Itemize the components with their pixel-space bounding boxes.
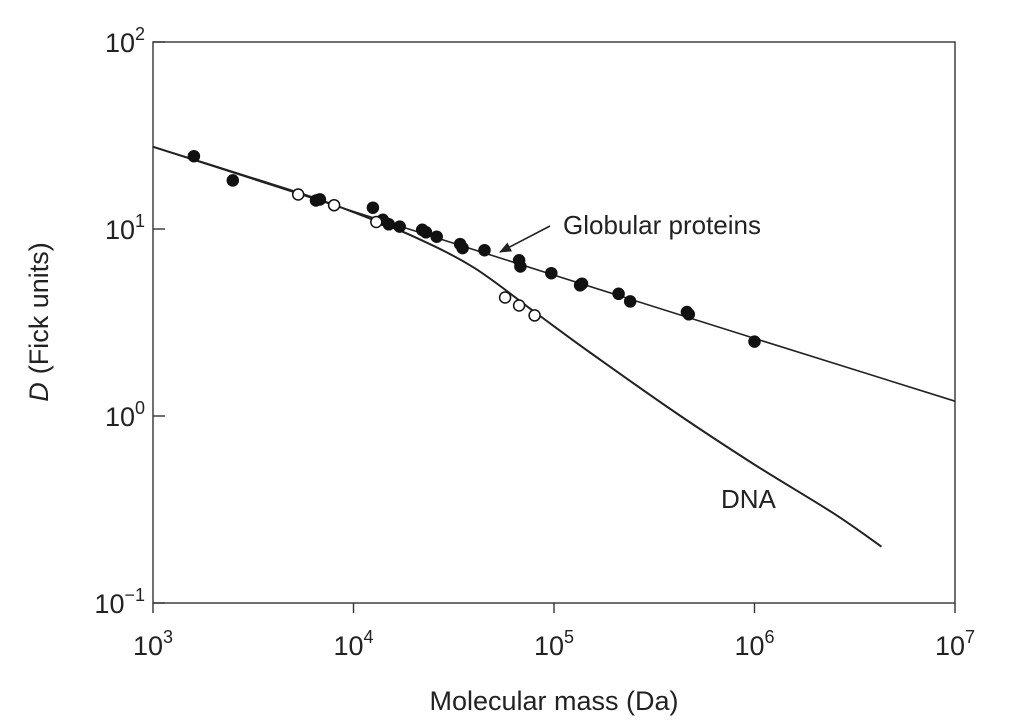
y-tick-base: 10: [105, 215, 135, 245]
dna-data-point: [327, 198, 341, 212]
protein-data-point: [748, 335, 761, 348]
x-tick-exponent: 3: [163, 627, 173, 647]
x-axis-label: Molecular mass (Da): [429, 686, 678, 716]
x-tick-label: 104: [333, 627, 373, 661]
x-tick-exponent: 7: [965, 627, 975, 647]
x-tick-base: 10: [935, 631, 965, 661]
y-tick-exponent: 0: [135, 398, 145, 418]
y-tick-label: 10−1: [94, 585, 145, 619]
x-tick-label: 105: [534, 627, 574, 661]
protein-data-point: [514, 260, 527, 273]
protein-data-point: [612, 287, 625, 301]
y-axis-unit: (Fick units): [24, 242, 54, 374]
y-tick-label: 102: [105, 24, 145, 58]
protein-data-point: [187, 149, 201, 163]
protein-data-point: [313, 193, 327, 206]
protein-data-point: [682, 308, 696, 321]
x-tick-base: 10: [133, 631, 163, 661]
x-tick-base: 10: [333, 631, 363, 661]
protein-data-point: [430, 230, 443, 243]
y-tick-exponent: 2: [135, 24, 145, 44]
protein-data-point: [478, 243, 491, 257]
protein-data-point: [456, 241, 469, 255]
x-tick-exponent: 5: [564, 627, 574, 647]
x-tick-exponent: 4: [364, 627, 374, 647]
protein-data-point: [419, 226, 433, 239]
annotation-dna: DNA: [721, 484, 777, 514]
fit-lines: [152, 145, 956, 548]
y-tick-label: 100: [105, 398, 145, 432]
y-tick-label: 101: [105, 211, 145, 245]
dna-data-point: [498, 291, 512, 304]
dna-data-point: [528, 309, 541, 322]
data-points: [187, 149, 761, 348]
protein-data-point: [623, 295, 637, 308]
protein-data-point: [366, 201, 380, 214]
dna-data-point: [291, 188, 305, 201]
y-tick-base: 10: [105, 28, 135, 58]
protein-data-point: [575, 277, 589, 290]
annotation-globular-proteins: Globular proteins: [563, 210, 761, 240]
x-tick-exponent: 6: [765, 627, 775, 647]
y-tick-exponent: 1: [135, 211, 145, 231]
y-axis-symbol: D: [24, 382, 54, 402]
x-tick-label: 103: [133, 627, 173, 661]
protein-data-point: [382, 218, 396, 231]
x-axis-ticks: 103 104 105 106 107: [133, 603, 975, 661]
y-tick-exponent: −1: [124, 585, 145, 605]
y-tick-base: 10: [105, 402, 135, 432]
plot-area-frame: [152, 41, 956, 604]
x-tick-base: 10: [534, 631, 564, 661]
y-axis-label: D (Fick units): [24, 242, 54, 402]
x-tick-label: 106: [734, 627, 774, 661]
x-tick-label: 107: [935, 627, 975, 661]
protein-data-point: [545, 266, 558, 280]
protein-data-point: [393, 220, 406, 233]
x-tick-base: 10: [734, 631, 764, 661]
annotation-arrow: [499, 225, 551, 253]
dna-data-point: [370, 215, 383, 229]
protein-data-point: [226, 174, 240, 187]
dna-data-point: [512, 299, 526, 312]
y-tick-base: 10: [94, 589, 124, 619]
